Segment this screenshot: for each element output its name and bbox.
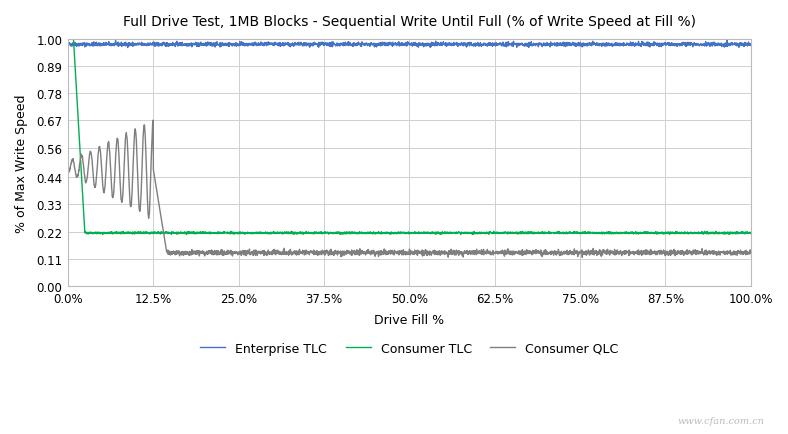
Consumer QLC <box>182 250 191 256</box>
Consumer TLC <box>63 37 72 43</box>
Line: Consumer QLC: Consumer QLC <box>68 121 751 258</box>
Line: Enterprise TLC: Enterprise TLC <box>68 40 751 49</box>
Consumer QLC <box>325 252 335 257</box>
Consumer TLC <box>733 230 742 236</box>
Consumer TLC <box>746 231 756 237</box>
Enterprise TLC <box>746 43 756 48</box>
Consumer QLC <box>355 251 364 256</box>
Consumer QLC <box>63 171 72 176</box>
Consumer TLC <box>325 231 335 236</box>
Consumer QLC <box>733 251 742 256</box>
Consumer TLC <box>660 230 669 236</box>
Consumer QLC <box>148 118 158 124</box>
Enterprise TLC <box>733 43 742 48</box>
Consumer QLC <box>660 251 669 256</box>
Enterprise TLC <box>182 42 191 47</box>
Enterprise TLC <box>660 42 669 47</box>
Enterprise TLC <box>325 45 335 50</box>
Consumer TLC <box>141 231 151 237</box>
Text: www.cfan.com.cn: www.cfan.com.cn <box>678 416 764 425</box>
Consumer QLC <box>578 255 587 260</box>
Line: Consumer TLC: Consumer TLC <box>68 40 751 235</box>
Enterprise TLC <box>355 43 364 48</box>
Consumer TLC <box>355 230 364 235</box>
Legend: Enterprise TLC, Consumer TLC, Consumer QLC: Enterprise TLC, Consumer TLC, Consumer Q… <box>195 337 623 360</box>
Consumer QLC <box>141 150 151 155</box>
Consumer TLC <box>468 232 478 237</box>
Title: Full Drive Test, 1MB Blocks - Sequential Write Until Full (% of Write Speed at F: Full Drive Test, 1MB Blocks - Sequential… <box>123 15 696 29</box>
X-axis label: Drive Fill %: Drive Fill % <box>374 313 444 326</box>
Enterprise TLC <box>123 46 132 51</box>
Consumer TLC <box>182 230 191 236</box>
Consumer QLC <box>746 249 756 254</box>
Enterprise TLC <box>63 37 72 43</box>
Enterprise TLC <box>141 43 151 48</box>
Y-axis label: % of Max Write Speed: % of Max Write Speed <box>15 94 28 232</box>
